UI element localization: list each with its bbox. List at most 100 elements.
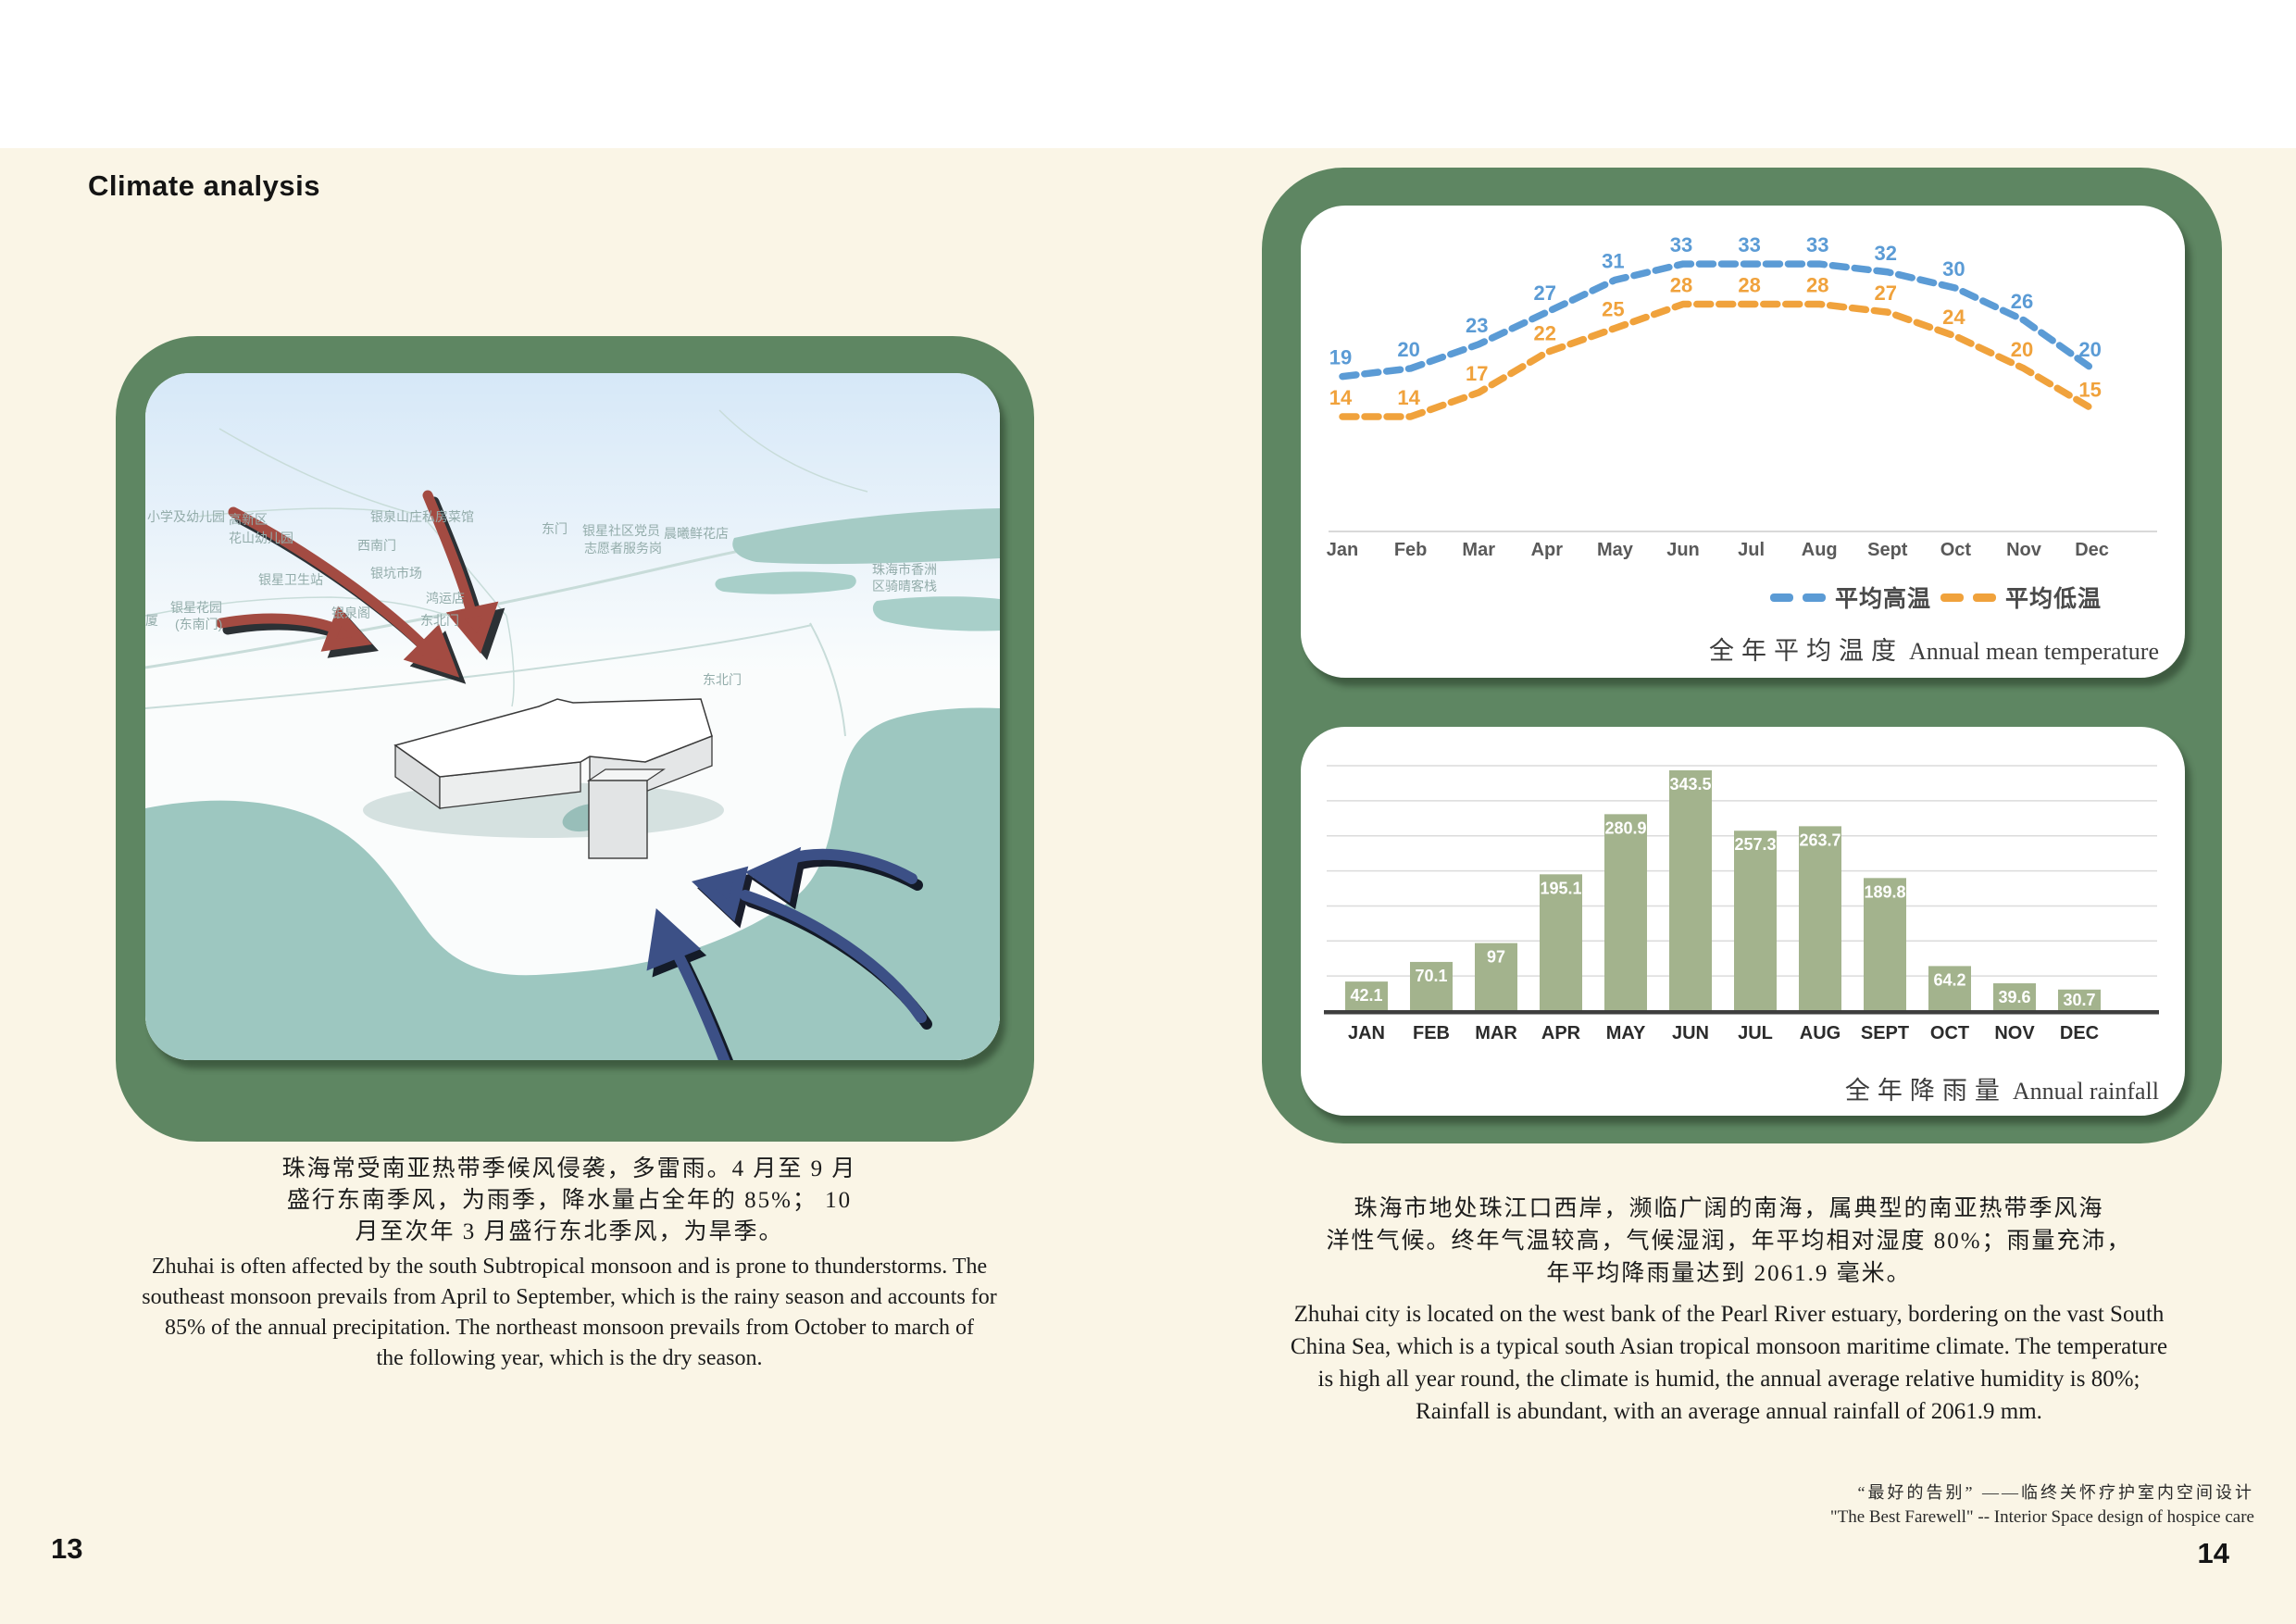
data-point-label: 28: [1806, 273, 1828, 296]
bar-value-label: 263.7: [1799, 831, 1841, 849]
data-point-label: 26: [2011, 290, 2033, 313]
data-point-label: 31: [1602, 249, 1624, 272]
legend-dash-high-icon: [1802, 593, 1826, 602]
data-point-label: 20: [1397, 338, 1419, 361]
temperature-legend: 平均高温 平均低温: [1769, 581, 2102, 614]
data-point-label: 27: [1534, 281, 1556, 305]
sea-shape: [145, 707, 1000, 1060]
rainfall-chart-card: 42.1 JAN 70.1 FEB 97 MAR 195.1 APR 280.9 MAY 343.5…: [1301, 727, 2185, 1116]
month-tick-label: May: [1597, 540, 1634, 560]
month-tick-label: Sept: [1867, 540, 1908, 560]
data-point-label: 17: [1466, 362, 1488, 385]
rainfall-caption: 全年降雨量 Annual rainfall: [1844, 1077, 2159, 1105]
bar-value-label: 30.7: [2063, 991, 2095, 1009]
map-label: 志愿者服务岗: [584, 541, 662, 556]
page-number-right: 14: [2197, 1537, 2229, 1569]
bar: [1475, 943, 1517, 1011]
legend-label-high: 平均高温: [1834, 586, 1931, 612]
data-point-label: 24: [1942, 306, 1965, 329]
page-title: Climate analysis: [88, 169, 320, 202]
month-tick-label: Jun: [1666, 540, 1700, 560]
month-tick-label: Jan: [1327, 540, 1358, 560]
bar: [1928, 966, 1971, 1011]
data-point-label: 28: [1670, 273, 1692, 296]
map-label: 区骑晴客栈: [872, 579, 937, 593]
month-tick-label: JUN: [1672, 1023, 1709, 1043]
data-point-label: 15: [2078, 378, 2101, 401]
bar: [1799, 826, 1841, 1011]
data-point-label: 33: [1670, 233, 1692, 256]
data-point-label: 25: [1602, 298, 1624, 321]
data-point-label: 14: [1397, 386, 1420, 409]
map-label: 银坑市场: [370, 566, 422, 581]
data-point-label: 30: [1942, 257, 1965, 281]
bar-value-label: 343.5: [1669, 775, 1711, 793]
top-white-band: [0, 0, 2296, 148]
bar: [2058, 989, 2101, 1011]
legend-dash-low-icon: [1972, 593, 1996, 602]
map-label: 厦: [145, 613, 158, 628]
map-label: 晨曦鲜花店: [664, 526, 729, 541]
map-label: 东北门: [420, 613, 459, 628]
month-tick-label: MAR: [1475, 1023, 1517, 1043]
footer-title-zh: “最好的告别” ——临终关怀疗护室内空间设计: [1857, 1483, 2254, 1502]
month-tick-label: Feb: [1394, 540, 1428, 560]
data-point-label: 20: [2011, 338, 2033, 361]
red-arrows: [216, 490, 499, 678]
bar-value-label: 257.3: [1734, 835, 1776, 854]
bar: [1540, 874, 1582, 1011]
legend-dash-high-icon: [1769, 593, 1793, 602]
x-axis-line: [1324, 1010, 2159, 1015]
bar-value-label: 39.6: [1998, 988, 2030, 1006]
data-point-label: 28: [1738, 273, 1760, 296]
map-label: 东门: [542, 521, 568, 536]
month-tick-label: Nov: [2006, 540, 2042, 560]
month-tick-label: JUL: [1738, 1023, 1773, 1043]
temperature-caption: 全年平均温度 Annual mean temperature: [1709, 637, 2159, 665]
month-tick-label: Aug: [1802, 540, 1838, 560]
map-label: 银星花园: [170, 600, 222, 615]
project-footer: “最好的告别” ——临终关怀疗护室内空间设计 "The Best Farewel…: [1830, 1480, 2254, 1528]
data-point-label: 33: [1738, 233, 1760, 256]
map-label: 小学及幼儿园: [147, 509, 225, 524]
series-line: [1339, 260, 2096, 381]
map-label: (东南门): [175, 617, 222, 631]
map-label: 西南门: [357, 538, 396, 553]
bar-value-label: 42.1: [1350, 986, 1382, 1005]
month-tick-label: Apr: [1531, 540, 1564, 560]
footer-title-en: "The Best Farewell" -- Interior Space de…: [1829, 1507, 2254, 1527]
month-tick-label: OCT: [1930, 1023, 1969, 1043]
navy-arrows: [646, 846, 927, 1060]
bar-value-label: 97: [1487, 948, 1505, 967]
rainfall-chart-svg: 42.1 JAN 70.1 FEB 97 MAR 195.1 APR 280.9 MAY 343.5…: [1324, 765, 2159, 1043]
bar: [1345, 981, 1388, 1011]
left-paragraph-en: Zhuhai is often affected by the south Su…: [142, 1255, 997, 1370]
data-point-label: 33: [1806, 233, 1828, 256]
bar: [1864, 878, 1906, 1011]
bar: [1734, 831, 1777, 1011]
hospice-building: [363, 698, 724, 859]
month-tick-label: Dec: [2075, 540, 2109, 560]
map-water-patches: [562, 508, 1000, 832]
bar: [1604, 814, 1647, 1011]
month-tick-label: MAY: [1606, 1023, 1646, 1043]
map-label: 高新区: [229, 512, 268, 527]
bar-value-label: 280.9: [1604, 818, 1646, 837]
temperature-chart-card: Jan Feb Mar Apr May Jun Jul Aug Sept Oct Nov Dec 19 2…: [1301, 206, 2185, 678]
bar-value-label: 70.1: [1415, 967, 1447, 985]
data-point-label: 20: [2078, 338, 2101, 361]
bar: [1410, 961, 1453, 1011]
data-point-label: 22: [1534, 322, 1556, 345]
data-point-label: 27: [1875, 281, 1897, 305]
map-label: 银星社区党员: [582, 523, 660, 538]
left-paragraph-zh: 珠海常受南亚热带季候风侵袭，多雷雨。4 月至 9 月 盛行东南季风，为雨季，降水…: [281, 1156, 857, 1244]
right-paragraph-zh: 珠海市地处珠江口西岸，濒临广阔的南海，属典型的南亚热带季风海 洋性气候。终年气温…: [1326, 1196, 2132, 1286]
data-point-label: 23: [1466, 314, 1488, 337]
month-tick-label: AUG: [1800, 1023, 1841, 1043]
bar: [1669, 769, 1712, 1011]
map-label: 花山幼儿园: [229, 531, 293, 545]
bar-value-label: 195.1: [1540, 879, 1581, 897]
data-point-label: 19: [1329, 346, 1352, 369]
